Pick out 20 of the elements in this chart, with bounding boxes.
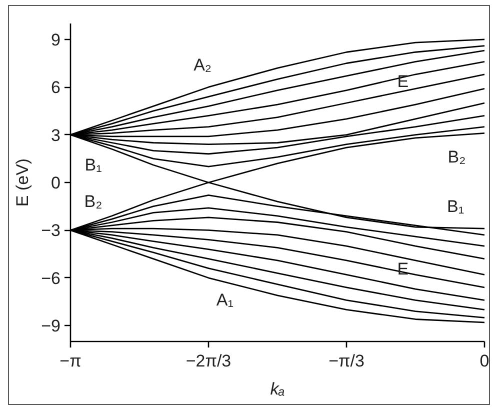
annotation: B₂ (84, 192, 102, 212)
y-tick-label: −6 (41, 268, 61, 288)
annotation: A₁ (216, 290, 234, 310)
y-tick-label: −3 (41, 221, 61, 240)
x-tick-label: −π/3 (328, 352, 364, 370)
y-tick-label: −9 (41, 316, 61, 336)
y-tick-label: 6 (51, 78, 61, 98)
annotation: B₁ (446, 196, 464, 216)
annotation: B₁ (84, 156, 102, 175)
annotation: B₂ (448, 148, 466, 167)
annotation: E (397, 72, 409, 92)
x-axis-title: kₐ (270, 380, 285, 398)
y-tick-label: 0 (51, 174, 61, 192)
annotation: A₂ (194, 55, 212, 74)
y-tick-label: 3 (51, 126, 61, 145)
y-axis-title: E (eV) (13, 158, 32, 207)
x-tick-label: 0 (480, 352, 490, 370)
x-tick-label: −2π/3 (186, 352, 232, 370)
x-tick-label: −π (60, 352, 82, 370)
y-tick-label: 9 (51, 30, 61, 50)
